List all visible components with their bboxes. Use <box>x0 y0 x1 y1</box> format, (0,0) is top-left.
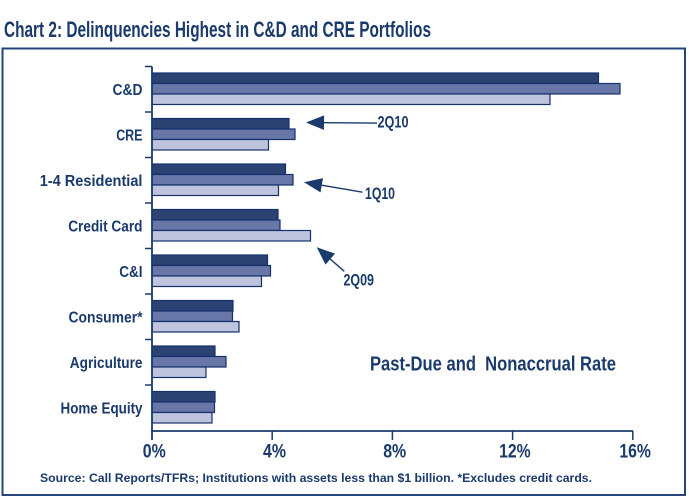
svg-text:1-4 Residential: 1-4 Residential <box>40 173 143 190</box>
svg-text:Past-Due and Nonaccrual Rate: Past-Due and Nonaccrual Rate <box>370 354 616 376</box>
svg-text:C&D: C&D <box>113 82 143 99</box>
svg-text:Home Equity: Home Equity <box>61 400 143 417</box>
svg-text:12%: 12% <box>499 441 531 463</box>
svg-text:C&I: C&I <box>119 264 142 281</box>
svg-text:2Q09: 2Q09 <box>344 271 375 290</box>
svg-text:16%: 16% <box>619 441 651 463</box>
svg-text:8%: 8% <box>383 441 406 463</box>
svg-text:CRE: CRE <box>116 127 143 144</box>
svg-text:Agriculture: Agriculture <box>70 355 143 372</box>
svg-text:Chart 2: Delinquencies Highest: Chart 2: Delinquencies Highest in C&D an… <box>4 17 431 42</box>
svg-text:2Q10: 2Q10 <box>378 113 409 132</box>
svg-text:0%: 0% <box>143 441 166 463</box>
svg-text:Source: Call Reports/TFRs; Ins: Source: Call Reports/TFRs; Institutions … <box>40 471 592 485</box>
svg-text:Consumer*: Consumer* <box>69 309 144 326</box>
svg-text:4%: 4% <box>263 441 286 463</box>
svg-text:Credit Card: Credit Card <box>68 218 142 235</box>
svg-text:1Q10: 1Q10 <box>365 184 395 203</box>
